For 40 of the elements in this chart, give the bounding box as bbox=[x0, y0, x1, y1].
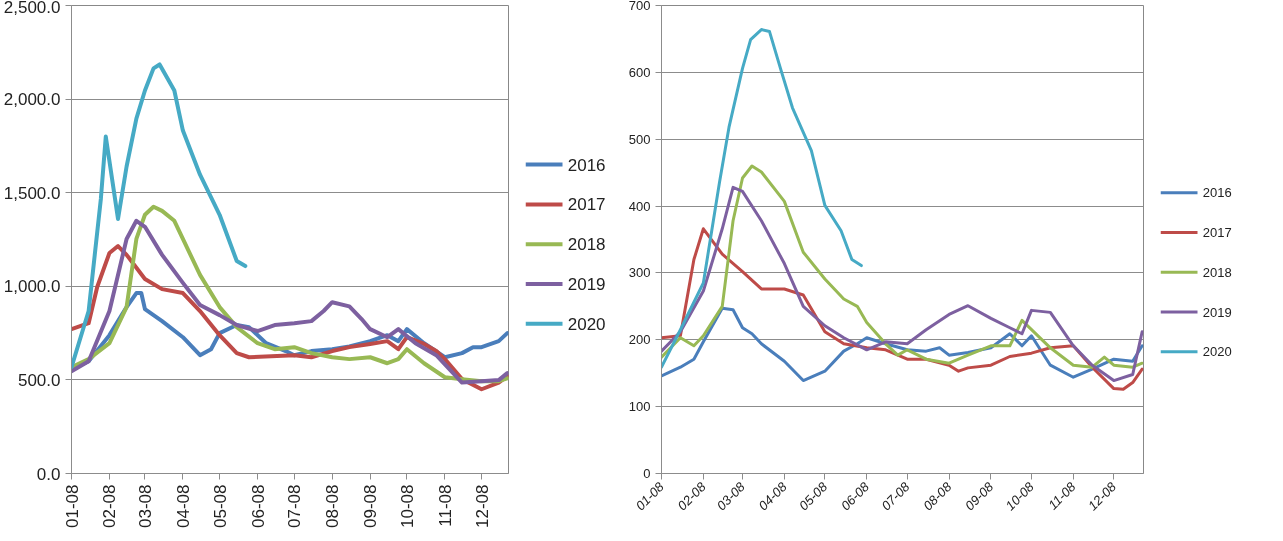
x-tick-label: 11-08 bbox=[435, 484, 455, 527]
legend-label: 2019 bbox=[567, 274, 606, 294]
y-tick-label: 300 bbox=[628, 265, 651, 281]
line-series bbox=[661, 28, 863, 369]
y-tick-label: 2,500.0 bbox=[3, 0, 61, 17]
y-tick-label: 200 bbox=[628, 332, 651, 348]
legend-label: 2018 bbox=[1202, 264, 1232, 280]
x-tick-label: 01-08 bbox=[62, 484, 82, 528]
legend-label: 2017 bbox=[567, 195, 606, 215]
y-tick-label: 0 bbox=[643, 466, 651, 481]
y-tick-label: 1,500.0 bbox=[3, 183, 61, 203]
x-tick-label: 09-08 bbox=[361, 484, 381, 528]
y-tick-label: 100 bbox=[628, 399, 651, 415]
line-series bbox=[661, 164, 1144, 369]
x-tick-label: 04-08 bbox=[173, 484, 193, 528]
x-tick-label: 05-08 bbox=[210, 484, 230, 528]
y-tick-label: 0.0 bbox=[36, 464, 61, 484]
x-tick-label: 02-08 bbox=[100, 484, 120, 528]
y-tick-label: 1,000.0 bbox=[3, 277, 61, 297]
y-tick-label: 400 bbox=[628, 198, 651, 214]
legend-label: 2020 bbox=[567, 314, 606, 334]
x-tick-label: 03-08 bbox=[135, 484, 155, 528]
x-tick-label: 12-08 bbox=[472, 484, 492, 528]
y-tick-label: 700 bbox=[628, 0, 651, 13]
legend-label: 2019 bbox=[1202, 304, 1232, 320]
legend-label: 2018 bbox=[567, 235, 606, 255]
legend-label: 2016 bbox=[1202, 185, 1232, 201]
legend-label: 2017 bbox=[1202, 224, 1232, 240]
y-tick-label: 600 bbox=[628, 64, 651, 80]
legend-label: 2020 bbox=[1202, 344, 1232, 360]
line-series bbox=[71, 62, 248, 370]
y-tick-label: 500 bbox=[628, 131, 651, 147]
y-tick-label: 2,000.0 bbox=[3, 90, 61, 110]
y-tick-label: 500.0 bbox=[17, 370, 61, 390]
x-tick-label: 10-08 bbox=[397, 484, 417, 528]
x-tick-label: 08-08 bbox=[323, 484, 343, 528]
line-series bbox=[661, 185, 1144, 383]
x-tick-label: 06-08 bbox=[248, 484, 268, 528]
legend-label: 2016 bbox=[567, 155, 606, 175]
x-tick-label: 07-08 bbox=[285, 484, 305, 528]
